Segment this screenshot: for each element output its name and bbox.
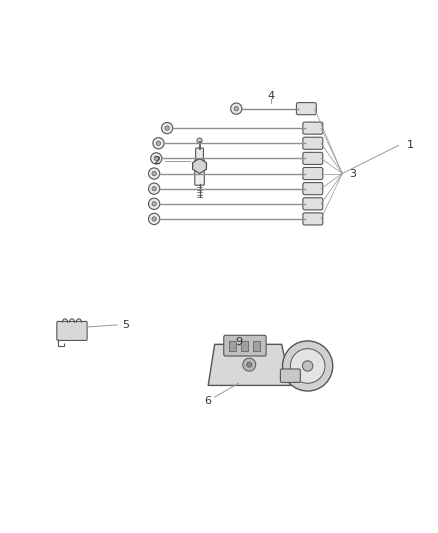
Text: 6: 6 — [205, 395, 212, 406]
Circle shape — [152, 187, 156, 191]
Circle shape — [165, 126, 169, 130]
Circle shape — [154, 156, 159, 160]
Polygon shape — [208, 344, 290, 385]
Circle shape — [152, 217, 156, 221]
Circle shape — [290, 349, 325, 383]
Text: 1: 1 — [407, 140, 414, 150]
Circle shape — [153, 138, 164, 149]
FancyBboxPatch shape — [196, 148, 203, 159]
Circle shape — [152, 201, 156, 206]
Text: 9: 9 — [235, 337, 242, 347]
Circle shape — [303, 361, 313, 371]
Circle shape — [151, 153, 162, 164]
FancyBboxPatch shape — [303, 198, 323, 210]
Circle shape — [156, 141, 161, 146]
Circle shape — [243, 358, 256, 371]
Text: 2: 2 — [153, 156, 160, 166]
FancyBboxPatch shape — [241, 341, 248, 352]
Circle shape — [148, 213, 160, 224]
Circle shape — [283, 341, 333, 391]
Circle shape — [197, 138, 202, 143]
FancyBboxPatch shape — [303, 152, 323, 165]
FancyBboxPatch shape — [254, 341, 261, 352]
FancyBboxPatch shape — [297, 103, 316, 115]
Polygon shape — [193, 158, 206, 174]
FancyBboxPatch shape — [230, 341, 236, 352]
Circle shape — [148, 183, 160, 195]
FancyBboxPatch shape — [224, 335, 266, 356]
Circle shape — [247, 362, 252, 367]
FancyBboxPatch shape — [303, 137, 323, 149]
Circle shape — [148, 168, 160, 179]
FancyBboxPatch shape — [303, 167, 323, 180]
FancyBboxPatch shape — [280, 369, 300, 382]
Circle shape — [152, 172, 156, 176]
Text: 5: 5 — [122, 320, 129, 330]
FancyBboxPatch shape — [195, 160, 204, 185]
Circle shape — [234, 107, 238, 111]
Text: 4: 4 — [267, 91, 275, 101]
FancyBboxPatch shape — [303, 213, 323, 225]
Circle shape — [148, 198, 160, 209]
FancyBboxPatch shape — [57, 321, 87, 341]
FancyBboxPatch shape — [303, 122, 323, 134]
FancyBboxPatch shape — [303, 183, 323, 195]
Circle shape — [231, 103, 242, 114]
Circle shape — [162, 123, 173, 134]
Text: 3: 3 — [349, 168, 356, 179]
